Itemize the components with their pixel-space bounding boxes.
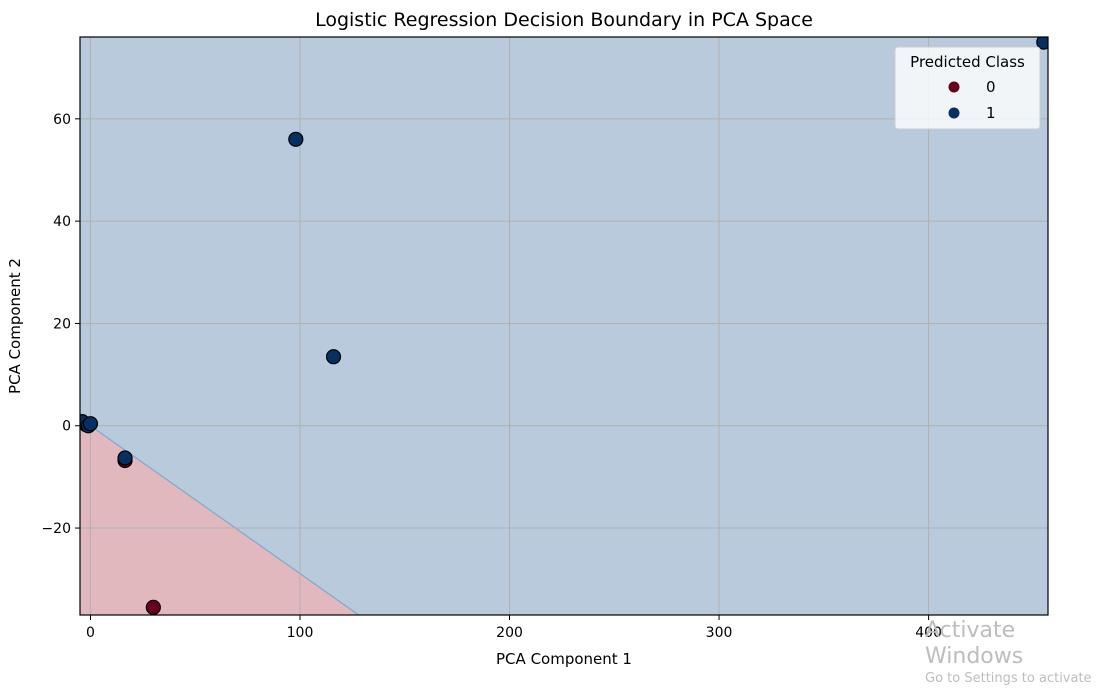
y-tick-label: −20 (41, 521, 71, 537)
data-point-class-1 (82, 416, 99, 432)
chart-svg: Logistic Regression Decision Boundary in… (6, 9, 1049, 667)
watermark-line-2: Go to Settings to activate (925, 671, 1092, 686)
legend-label-class-1: 1 (986, 104, 996, 122)
watermark-line-1: Activate Windows (925, 618, 1024, 669)
x-tick-label: 100 (287, 625, 314, 641)
points-group (80, 37, 1048, 615)
axes-frame (79, 36, 1049, 616)
legend-marker-class-0 (948, 81, 960, 93)
data-point-class-1 (117, 450, 133, 466)
y-tick-label: 0 (62, 419, 71, 435)
legend-title: Predicted Class (910, 53, 1025, 71)
x-tick-label: 400 (915, 625, 942, 641)
y-tick-label: 60 (53, 112, 71, 128)
legend-marker-class-1 (948, 107, 960, 119)
data-point-class-1 (288, 131, 304, 147)
data-point-class-1 (325, 349, 342, 365)
x-tick-label: 0 (86, 625, 95, 641)
data-point-class-1 (1036, 37, 1048, 50)
data-point-class-0 (145, 599, 161, 615)
x-axis-label: PCA Component 1 (496, 650, 632, 667)
y-tick-label: 40 (53, 214, 71, 230)
legend-box (894, 46, 1041, 130)
legend-label-class-0: 0 (986, 78, 996, 96)
x-tick-label: 200 (496, 625, 523, 641)
x-tick-label: 300 (706, 625, 733, 641)
region-class-1 (80, 37, 1048, 615)
activate-windows-watermark: Activate Windows Go to Settings to activ… (925, 618, 1117, 688)
chart-title: Logistic Regression Decision Boundary in… (315, 9, 813, 31)
plot-area: 0 100 200 300 400 −20 0 20 40 60 (41, 36, 1049, 641)
legend: Predicted Class 0 1 (894, 46, 1041, 130)
y-tick-label: 20 (53, 316, 71, 332)
y-axis-label: PCA Component 2 (6, 258, 24, 394)
